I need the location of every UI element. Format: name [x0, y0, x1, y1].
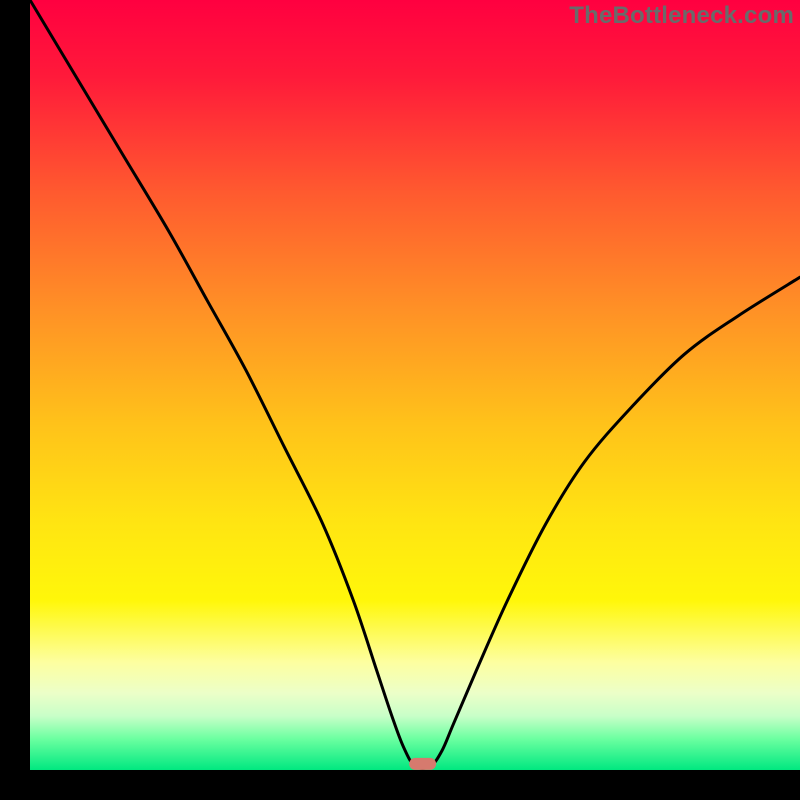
chart-frame: TheBottleneck.com [0, 0, 800, 800]
plot-area [30, 0, 800, 770]
bottleneck-curve [30, 0, 800, 770]
optimum-marker [409, 758, 437, 770]
watermark-text: TheBottleneck.com [569, 2, 794, 30]
